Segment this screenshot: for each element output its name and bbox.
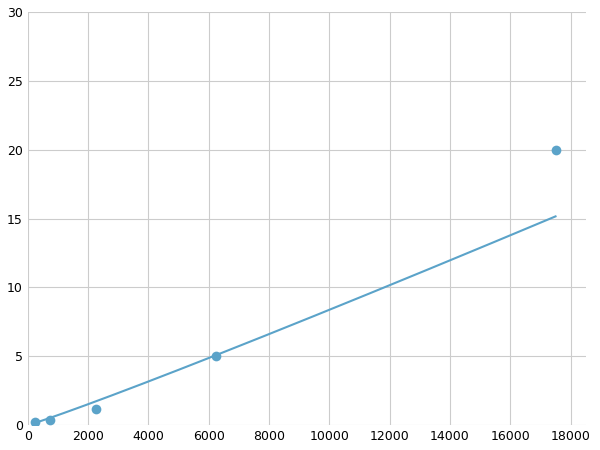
Point xyxy=(46,416,55,423)
Point xyxy=(91,405,100,412)
Point xyxy=(31,418,40,425)
Point xyxy=(211,353,221,360)
Point xyxy=(551,146,560,153)
